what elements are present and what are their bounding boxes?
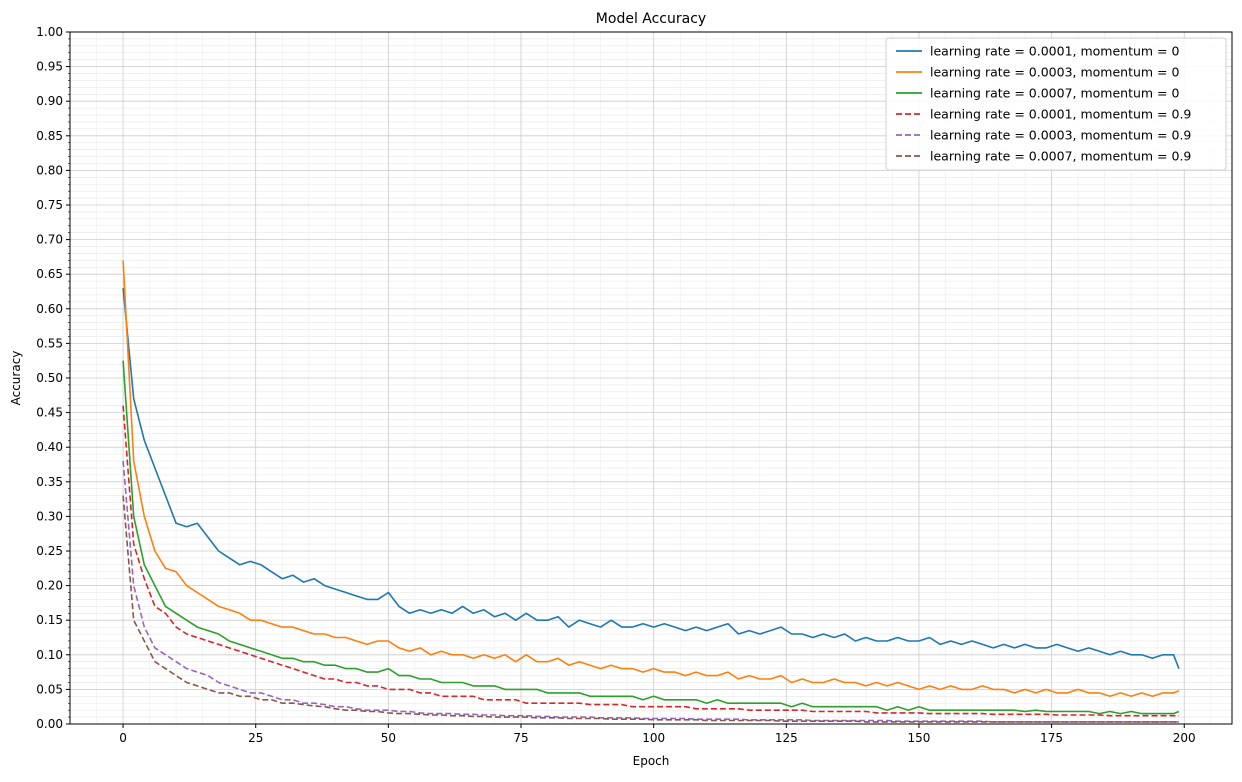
series-line-2 — [122, 260, 1180, 698]
y-tick-label: 0.50 — [36, 371, 63, 385]
y-tick-label: 0.35 — [36, 475, 63, 489]
y-tick-label: 0.40 — [36, 440, 63, 454]
y-tick-label: 0.45 — [36, 406, 63, 420]
legend: learning rate = 0.0001, momentum = 0 lear… — [885, 37, 1227, 171]
legend-label: learning rate = 0.0003, momentum = 0 — [930, 65, 1179, 80]
y-tick-label: 0.20 — [36, 579, 63, 593]
series-line-3 — [122, 360, 1180, 715]
series-line-5 — [122, 460, 1179, 723]
y-tick-label: 0.05 — [36, 682, 63, 696]
x-tick-label: 150 — [907, 731, 930, 745]
legend-label: learning rate = 0.0003, momentum = 0.9 — [930, 128, 1191, 143]
y-tick-label: 0.95 — [36, 60, 63, 74]
x-tick-label: 50 — [381, 731, 396, 745]
y-tick-label: 0.85 — [36, 129, 63, 143]
x-tick-label: 75 — [513, 731, 528, 745]
series-layer — [122, 260, 1180, 723]
y-tick-label: 0.55 — [36, 336, 63, 350]
y-tick-label: 0.80 — [36, 163, 63, 177]
y-axis-title: Accuracy — [9, 351, 23, 406]
y-tick-label: 0.75 — [36, 198, 63, 212]
y-tick-label: 0.25 — [36, 544, 63, 558]
y-tick-label: 0.30 — [36, 509, 63, 523]
y-tick-label: 0.60 — [36, 302, 63, 316]
y-tick-label: 0.15 — [36, 613, 63, 627]
legend-label: learning rate = 0.0007, momentum = 0.9 — [930, 149, 1191, 164]
x-tick-label: 25 — [248, 731, 263, 745]
x-tick-label: 175 — [1040, 731, 1063, 745]
legend-box — [885, 37, 1227, 171]
y-tick-label: 0.00 — [36, 717, 63, 731]
y-tick-label: 0.90 — [36, 94, 63, 108]
legend-label: learning rate = 0.0007, momentum = 0 — [930, 86, 1179, 101]
ticks: 0.00 0.05 0.10 0.15 0.20 0.25 0.30 0.35 0.40 0.45… — [36, 25, 1195, 745]
series-line-1 — [122, 287, 1180, 669]
series-line-6 — [122, 495, 1179, 723]
y-tick-label: 0.65 — [36, 267, 63, 281]
legend-label: learning rate = 0.0001, momentum = 0 — [930, 44, 1179, 59]
x-tick-label: 125 — [775, 731, 798, 745]
legend-label: learning rate = 0.0001, momentum = 0.9 — [930, 107, 1191, 122]
x-tick-label: 200 — [1173, 731, 1196, 745]
x-tick-label: 0 — [119, 731, 127, 745]
x-tick-label: 100 — [642, 731, 665, 745]
chart-title: Model Accuracy — [596, 11, 706, 27]
y-tick-label: 1.00 — [36, 25, 63, 39]
y-tick-label: 0.10 — [36, 648, 63, 662]
x-axis-title: Epoch — [633, 754, 670, 768]
y-tick-label: 0.70 — [36, 233, 63, 247]
series-line-4 — [122, 405, 1179, 717]
